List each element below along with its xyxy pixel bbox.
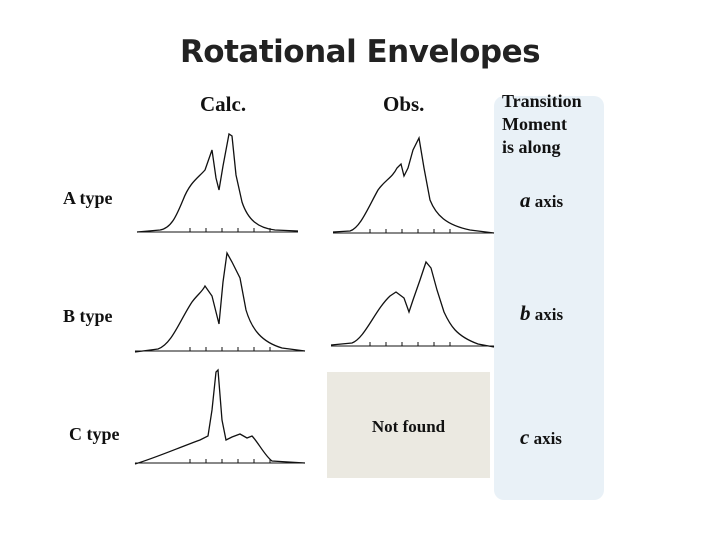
axis-label-a: a axis — [520, 188, 563, 213]
transition-moment-header: Transition Moment is along — [502, 90, 582, 159]
axis-word-b: axis — [534, 305, 564, 324]
axis-label-c: c axis — [520, 425, 562, 450]
axis-word-c: axis — [533, 429, 562, 448]
axis-word-a: axis — [534, 192, 564, 211]
transition-header-line-3: is along — [502, 137, 561, 157]
transition-header-line-2: Moment — [502, 114, 567, 134]
row-label-b-type: B type — [63, 306, 113, 326]
row-label-c-type: C type — [69, 424, 120, 444]
obs-column-header: Obs. — [383, 92, 425, 116]
transition-header-line-1: Transition — [502, 91, 582, 111]
transition-moment-panel — [494, 96, 604, 500]
calc-column-header: Calc. — [200, 92, 247, 116]
not-found-label: Not found — [371, 417, 446, 436]
row-label-a-type: A type — [63, 188, 113, 208]
page-title: Rotational Envelopes — [179, 34, 541, 70]
axis-letter-c: c — [520, 425, 530, 449]
axis-letter-b: b — [520, 301, 531, 325]
axis-letter-a: a — [520, 188, 531, 212]
not-found-box: Not found — [327, 372, 490, 478]
axis-label-b: b axis — [520, 301, 563, 326]
